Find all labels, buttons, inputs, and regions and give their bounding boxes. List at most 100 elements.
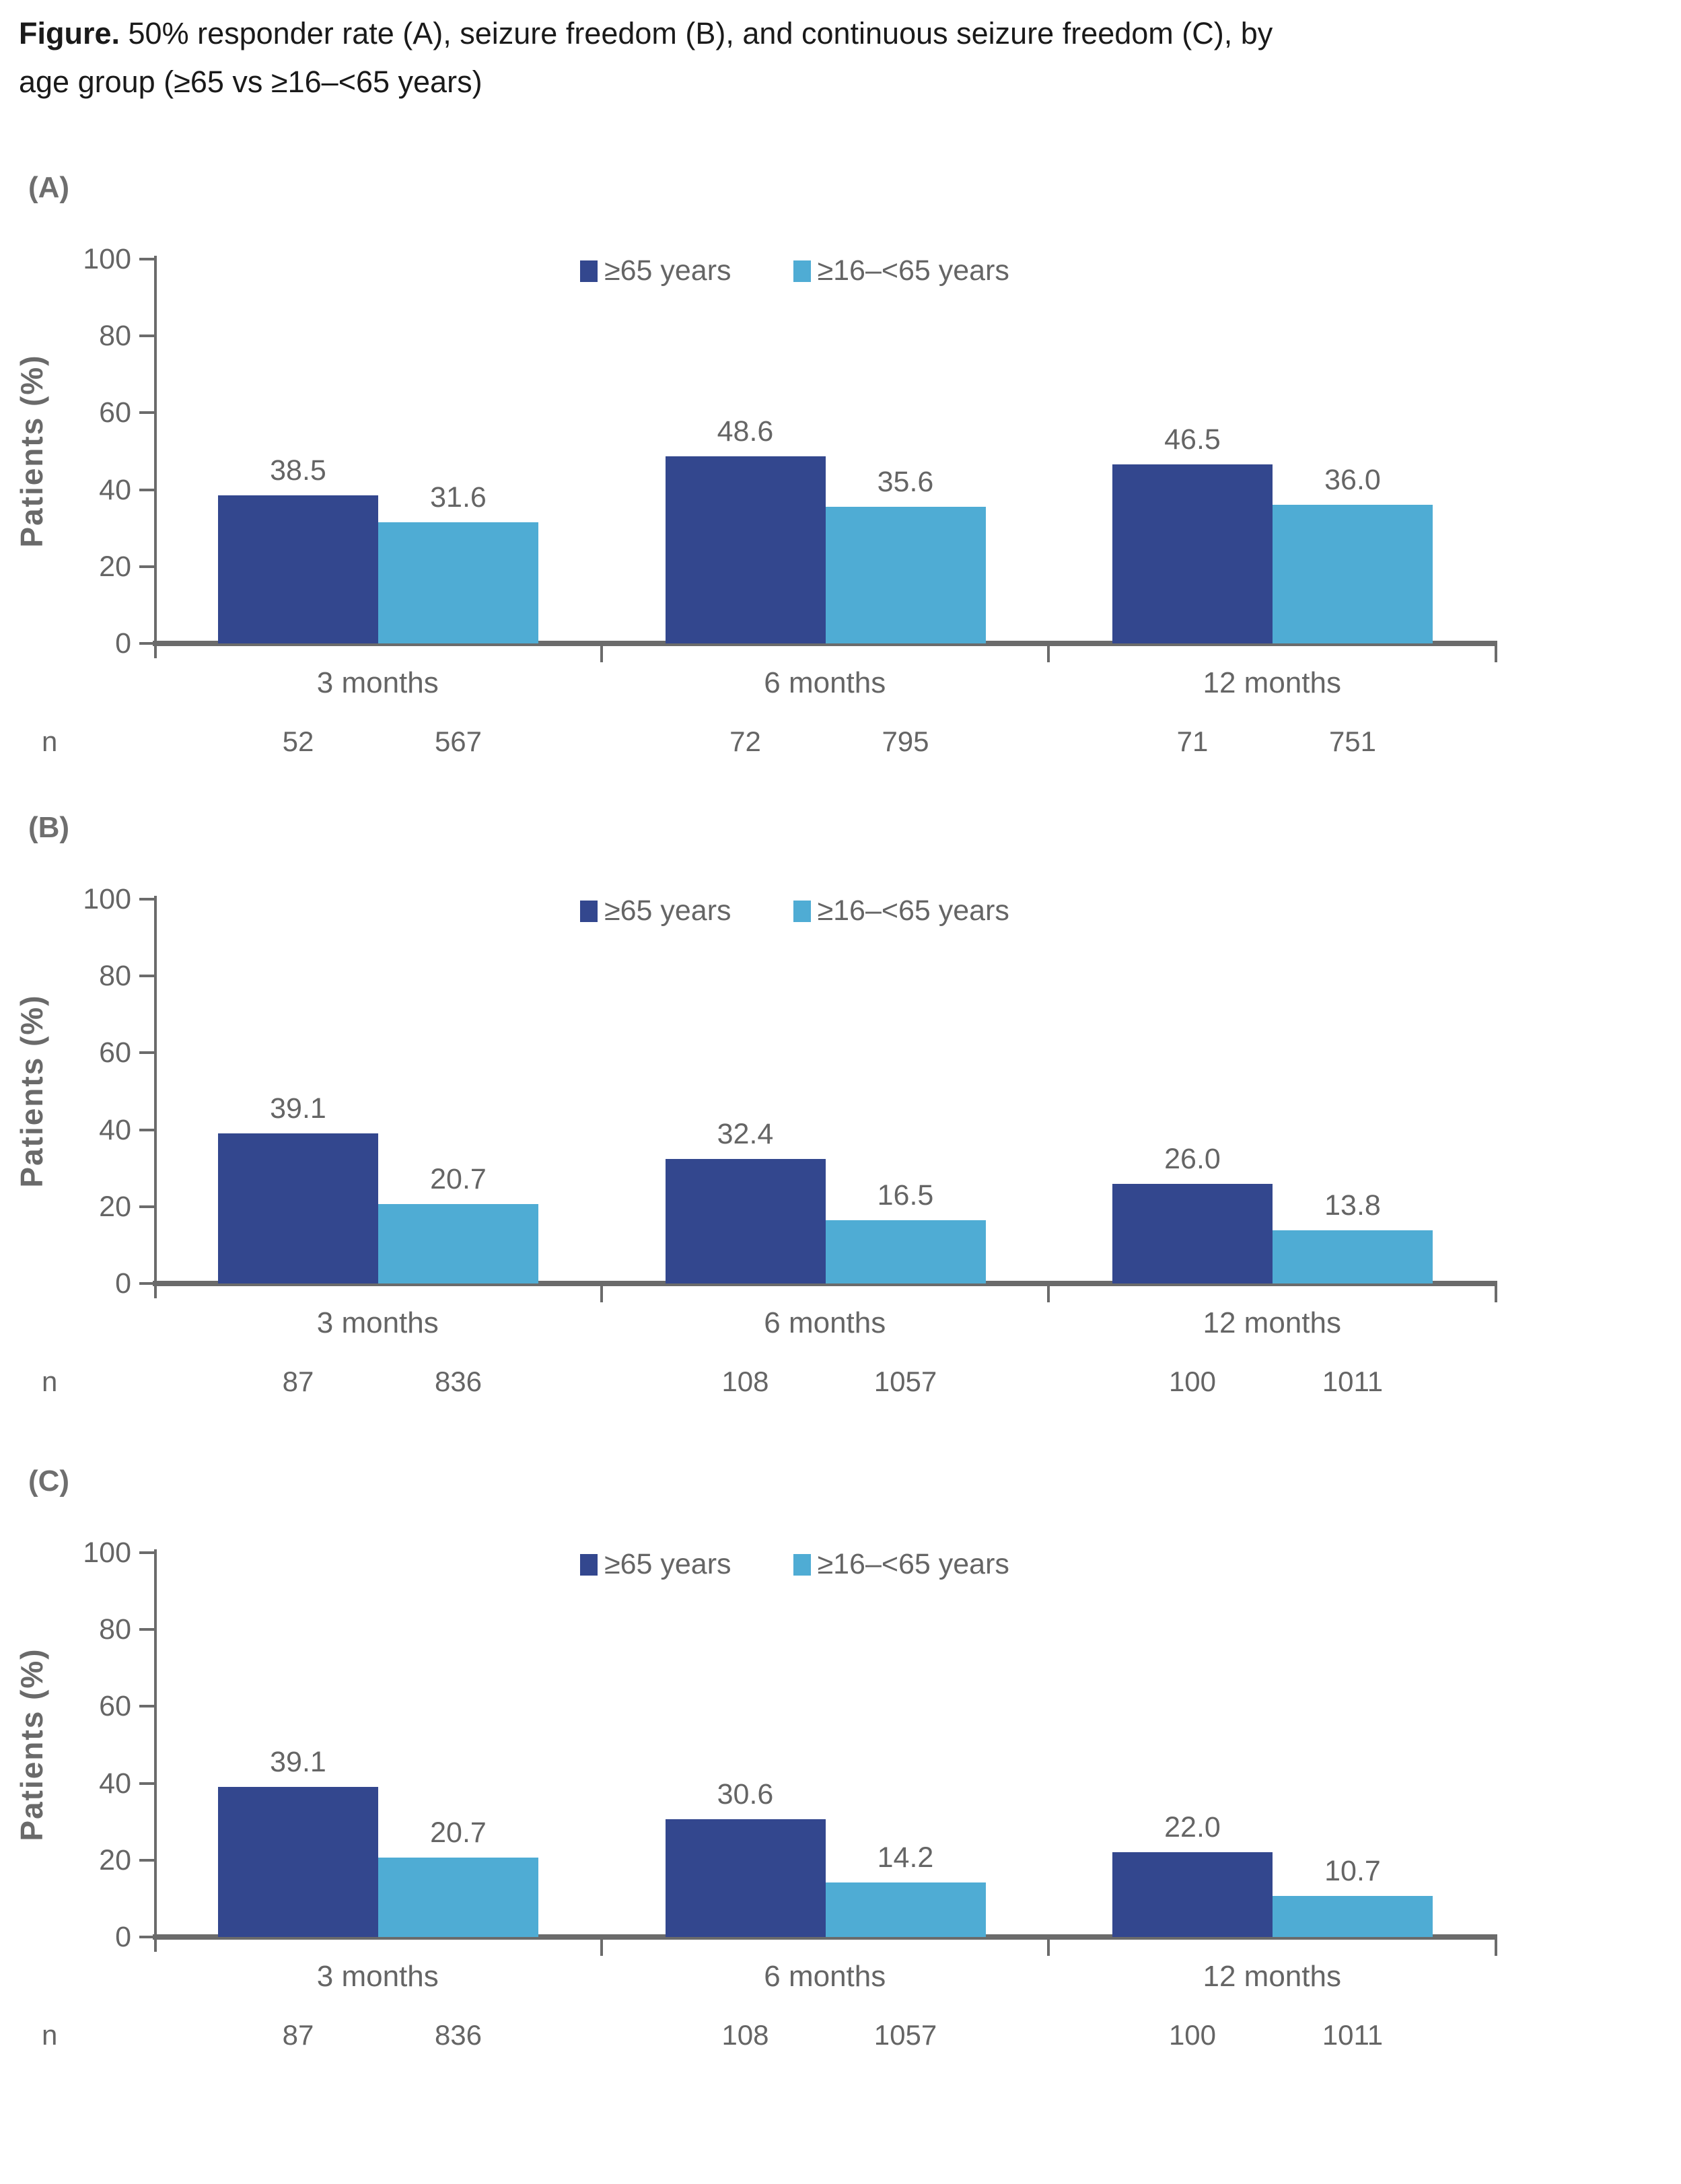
y-tick-label: 100 xyxy=(83,1537,131,1569)
n-value: 1011 xyxy=(1322,2019,1384,2051)
y-tick-label: 20 xyxy=(99,1843,131,1876)
x-axis-tick xyxy=(1047,646,1050,662)
y-axis-tick xyxy=(139,258,154,260)
bar-value-label: 20.7 xyxy=(430,1817,487,1849)
y-tick-label: 20 xyxy=(99,550,131,583)
n-row-label: n xyxy=(42,1366,58,1397)
legend: ≥65 years ≥16–<65 years xyxy=(580,1548,1009,1581)
legend-swatch-icon xyxy=(793,260,811,282)
bar-value-label: 31.6 xyxy=(430,481,487,514)
n-value: 795 xyxy=(882,726,929,757)
legend-item: ≥16–<65 years xyxy=(793,254,1009,287)
y-axis-tick xyxy=(139,1051,154,1055)
y-axis-tick xyxy=(139,975,154,978)
bar-16to65 xyxy=(378,1858,538,1937)
y-axis-tick xyxy=(139,1551,154,1554)
y-axis-tick xyxy=(139,1628,154,1631)
bar-value-label: 13.8 xyxy=(1324,1189,1381,1222)
x-axis-tick xyxy=(1047,1286,1050,1302)
bar-value-label: 10.7 xyxy=(1324,1855,1381,1887)
y-tick-label: 80 xyxy=(99,960,131,993)
legend-swatch-icon xyxy=(793,1553,811,1576)
y-axis-tick xyxy=(139,488,154,491)
bar-ge65 xyxy=(665,1159,826,1283)
bar-value-label: 46.5 xyxy=(1164,423,1221,456)
n-value: 52 xyxy=(282,726,314,757)
y-tick-label: 40 xyxy=(99,473,131,506)
x-category-label: 12 months xyxy=(1203,1306,1341,1339)
n-value: 836 xyxy=(434,2019,482,2051)
bar-value-label: 35.6 xyxy=(877,466,934,498)
bar-16to65 xyxy=(825,507,986,643)
y-tick-label: 80 xyxy=(99,1613,131,1646)
x-axis-tick xyxy=(600,646,603,662)
bar-16to65 xyxy=(1273,505,1433,643)
x-axis-tick xyxy=(1494,1286,1497,1302)
n-value: 751 xyxy=(1328,726,1377,757)
bar-value-label: 38.5 xyxy=(270,454,326,487)
bar-16to65 xyxy=(1273,1896,1433,1937)
legend-label: ≥65 years xyxy=(604,254,731,287)
bar-ge65 xyxy=(218,1133,378,1283)
figure-title-line2: age group (≥65 vs ≥16–<65 years) xyxy=(19,65,482,99)
chart-panel-a: (A) Patients (%) 100 80 60 40 20 0 ≥65 years ≥16–… xyxy=(0,155,1681,794)
bar-ge65 xyxy=(1112,1852,1273,1937)
x-axis-tick xyxy=(600,1940,603,1956)
chart-panel-b: (B) Patients (%) 100 80 60 40 20 0 ≥65 years ≥16–… xyxy=(0,795,1681,1434)
n-value: 567 xyxy=(434,726,482,757)
x-category-label: 3 months xyxy=(316,1960,439,1993)
n-value: 71 xyxy=(1176,726,1209,757)
legend-item: ≥65 years xyxy=(580,1548,731,1581)
n-value: 836 xyxy=(434,1366,482,1397)
x-category-label: 6 months xyxy=(764,1960,886,1993)
bar-value-label: 39.1 xyxy=(270,1746,326,1778)
y-axis-tick xyxy=(139,1858,154,1862)
legend-swatch-icon xyxy=(793,900,811,922)
y-axis-tick xyxy=(139,1282,154,1285)
bar-ge65 xyxy=(1112,1184,1273,1283)
n-value: 108 xyxy=(721,2019,769,2051)
bar-value-label: 16.5 xyxy=(877,1179,934,1211)
y-tick-label: 40 xyxy=(99,1767,131,1800)
y-tick-label: 100 xyxy=(83,243,131,275)
bar-16to65 xyxy=(825,1220,986,1283)
legend-label: ≥65 years xyxy=(604,1548,731,1580)
n-row-label: n xyxy=(42,726,58,757)
chart-panel-c: (C) Patients (%) 100 80 60 40 20 0 ≥65 years ≥16–… xyxy=(0,1448,1681,2088)
x-axis-tick xyxy=(1494,646,1497,662)
panel-label: (A) xyxy=(28,171,70,204)
y-tick-label: 60 xyxy=(99,1036,131,1069)
bar-16to65 xyxy=(378,522,538,643)
x-category-label: 12 months xyxy=(1203,1960,1341,1993)
y-tick-label: 0 xyxy=(115,1921,131,1953)
n-row-label: n xyxy=(42,2019,58,2051)
legend-label: ≥16–<65 years xyxy=(817,254,1009,287)
legend-label: ≥65 years xyxy=(604,894,731,927)
n-value: 87 xyxy=(282,1366,314,1397)
y-tick-label: 20 xyxy=(99,1190,131,1223)
y-axis-tick xyxy=(139,334,154,338)
bar-value-label: 48.6 xyxy=(717,415,774,448)
x-axis-tick xyxy=(1494,1940,1497,1956)
figure-title-prefix: Figure. xyxy=(19,16,120,50)
y-axis-tick xyxy=(139,898,154,901)
legend-item: ≥16–<65 years xyxy=(793,1548,1009,1581)
y-axis-tick xyxy=(139,642,154,645)
y-axis-tick xyxy=(139,1782,154,1785)
bar-ge65 xyxy=(218,1787,378,1937)
panel-label: (C) xyxy=(28,1465,70,1498)
y-tick-label: 0 xyxy=(115,1267,131,1300)
y-tick-label: 0 xyxy=(115,627,131,660)
legend-item: ≥16–<65 years xyxy=(793,894,1009,927)
bar-value-label: 14.2 xyxy=(877,1841,934,1874)
legend-item: ≥65 years xyxy=(580,894,731,927)
figure-title-line1: 50% responder rate (A), seizure freedom … xyxy=(120,16,1273,50)
bar-16to65 xyxy=(825,1882,986,1937)
bar-value-label: 30.6 xyxy=(717,1778,774,1810)
legend-label: ≥16–<65 years xyxy=(817,894,1009,927)
y-tick-label: 60 xyxy=(99,396,131,429)
figure-title: Figure. 50% responder rate (A), seizure … xyxy=(19,9,1661,106)
bar-value-label: 39.1 xyxy=(270,1092,326,1125)
x-axis-tick xyxy=(600,1286,603,1302)
